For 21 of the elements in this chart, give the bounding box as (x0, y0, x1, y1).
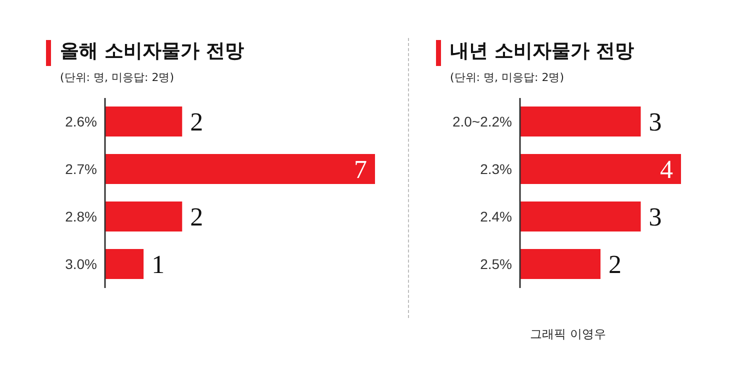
y-tick-label: 2.0~2.2% (452, 114, 512, 130)
y-tick-label: 2.7% (65, 161, 97, 178)
data-label: 2 (190, 108, 204, 137)
y-tick-label: 2.6% (65, 114, 97, 130)
y-tick-label: 3.0% (65, 256, 97, 272)
data-label: 3 (648, 108, 662, 137)
text: 그래픽 이영우 (530, 326, 606, 343)
data-label: 7 (354, 155, 367, 184)
chart-subtitle: (단위: 명, 미응답: 2명) (60, 70, 175, 85)
data-label: 1 (152, 250, 165, 280)
y-tick-label: 2.4% (480, 208, 512, 225)
data-label: 3 (648, 202, 662, 232)
y-tick-label: 2.3% (480, 161, 512, 178)
data-label: 4 (660, 155, 673, 184)
data-label: 2 (608, 250, 622, 280)
chart-title: 올해 소비자물가 전망 (60, 39, 244, 64)
chart-title: 내년 소비자물가 전망 (450, 39, 634, 64)
y-tick-label: 2.8% (65, 208, 97, 225)
data-label: 2 (190, 202, 204, 232)
y-tick-label: 2.5% (480, 256, 512, 272)
chart-subtitle: (단위: 명, 미응답: 2명) (450, 70, 565, 85)
